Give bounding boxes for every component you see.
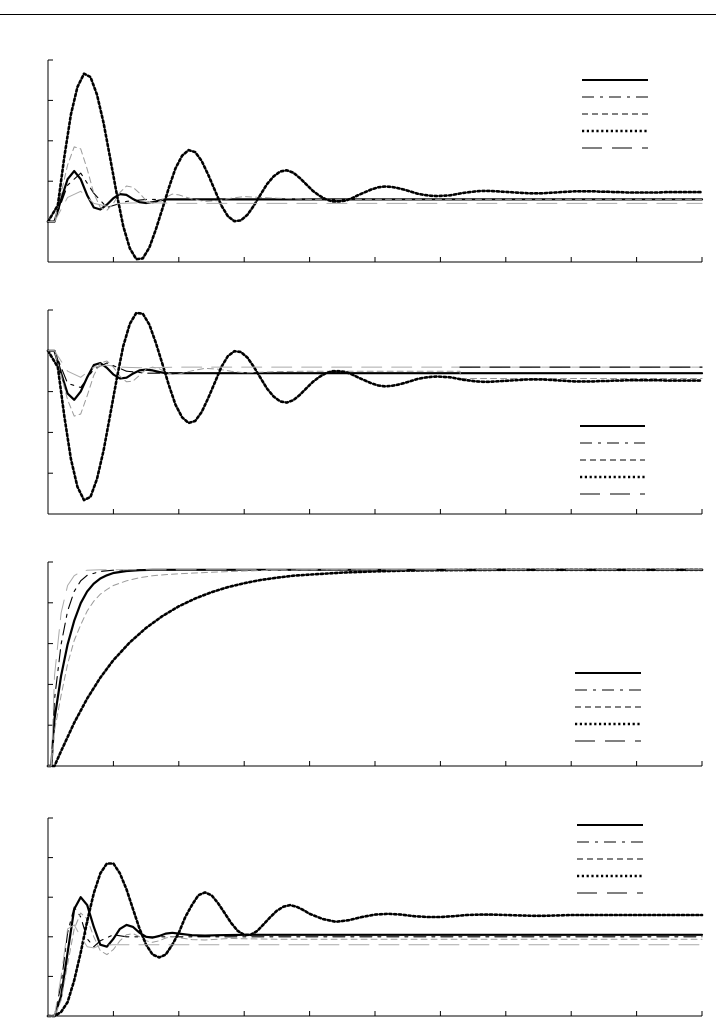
panel-3-series-1-line bbox=[46, 568, 704, 768]
panel-2-series-2-line bbox=[47, 350, 703, 389]
panel-4-series-3-line bbox=[47, 912, 703, 1017]
panel-2-series-1-line bbox=[46, 349, 704, 401]
panel-2-series-4-line bbox=[46, 311, 704, 502]
panel-3-series-4-line bbox=[46, 568, 704, 768]
panel-3-series-3-line bbox=[47, 569, 703, 767]
page-header-rule bbox=[0, 14, 716, 15]
panel-3-series-2-line bbox=[47, 569, 703, 767]
panel-4-series-2-line bbox=[47, 906, 703, 1017]
panel-1-series-2-line bbox=[47, 172, 703, 223]
panel-1-series-3-line bbox=[47, 146, 703, 223]
panel-1-series-4-line bbox=[46, 72, 704, 261]
panel-3-series-5-line bbox=[47, 569, 703, 767]
panel-4-series-5-line bbox=[47, 924, 703, 1017]
panel-1-series-5-line bbox=[47, 190, 703, 223]
panel-4-series-4-line bbox=[46, 862, 704, 1018]
panel-1-series-1-line bbox=[46, 170, 704, 223]
panel-4-series-1-line bbox=[46, 896, 704, 1018]
